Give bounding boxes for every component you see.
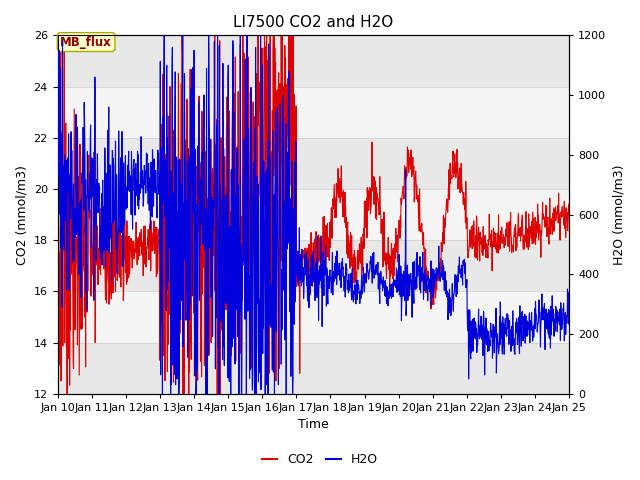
Y-axis label: CO2 (mmol/m3): CO2 (mmol/m3) (15, 165, 28, 264)
Bar (58, 138, 570, 189)
Bar (58, 343, 570, 394)
Text: MB_flux: MB_flux (60, 36, 112, 48)
Y-axis label: H2O (mmol/m3): H2O (mmol/m3) (612, 164, 625, 265)
Bar (58, 86, 570, 138)
Bar (58, 240, 570, 291)
Bar (58, 189, 570, 240)
Title: LI7500 CO2 and H2O: LI7500 CO2 and H2O (234, 15, 394, 30)
X-axis label: Time: Time (298, 419, 329, 432)
Bar (58, 36, 570, 86)
Legend: CO2, H2O: CO2, H2O (257, 448, 383, 471)
Bar (58, 291, 570, 343)
